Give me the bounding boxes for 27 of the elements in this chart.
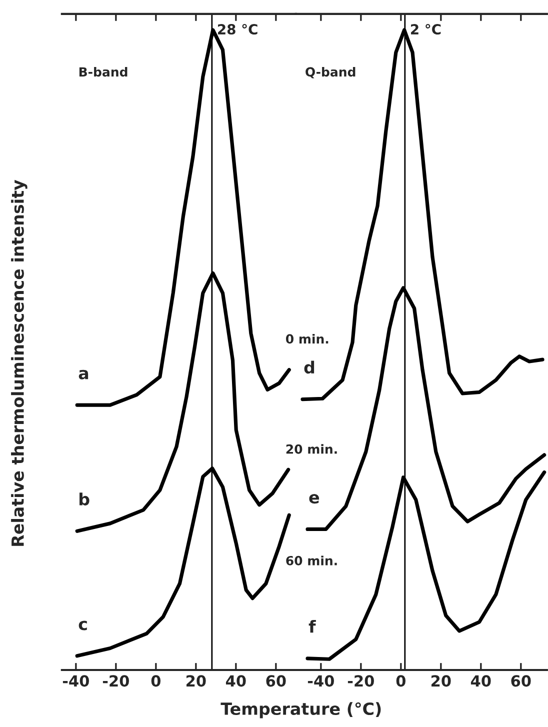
series-label: c [78,620,87,630]
series-label: d [304,360,314,374]
y-axis-title: Relative thermoluminescence intensity [11,180,28,546]
x-tick-label: -40 [308,675,334,687]
x-tick-label: 20 [186,675,206,687]
series-label: e [309,494,320,504]
x-tick-label: 0 [396,675,406,687]
x-tick-label: 60 [266,675,286,687]
x-tick-label: 20 [431,675,451,687]
ref-line-label: 2 °C [411,24,441,35]
annotation: B-band [79,66,128,77]
x-tick-label: -40 [62,675,89,687]
x-tick-label: 40 [470,675,491,687]
x-axis-title: Temperature (°C) [220,702,381,718]
x-tick-label: -20 [348,675,374,687]
series-label: f [308,620,316,633]
annotation: Q-band [306,66,356,78]
x-tick-label: 0 [151,675,161,687]
annotation: 0 min. [286,334,328,344]
series-label: b [80,492,90,506]
annotation: 60 min. [286,556,337,566]
annotation: 20 min. [286,444,337,454]
x-tick-label: 40 [226,675,246,687]
x-tick-label: -20 [102,675,129,687]
series-label: a [78,370,88,380]
ref-line-label: 28 °C [218,24,258,35]
x-tick-label: 60 [511,675,531,687]
